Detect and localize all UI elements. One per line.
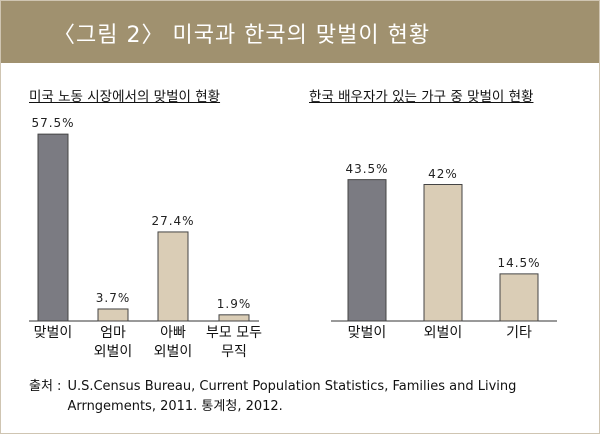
x-tick-label: 부모 모두 무직 xyxy=(206,325,262,360)
bar xyxy=(423,184,463,322)
value-label: 57.5% xyxy=(31,116,75,131)
value-label: 43.5% xyxy=(345,161,389,176)
bar xyxy=(37,133,69,322)
x-tick-label: 엄마 외벌이 xyxy=(93,325,133,360)
bar xyxy=(97,308,129,322)
source: 출처 : U.S.Census Bureau, Current Populati… xyxy=(29,377,537,417)
figure-title: 〈그림 2〉 미국과 한국의 맞벌이 현황 xyxy=(53,23,431,48)
value-label: 1.9% xyxy=(216,296,252,311)
x-tick-label: 맞벌이 xyxy=(347,325,387,341)
value-label: 14.5% xyxy=(497,255,541,270)
x-tick-label: 아빠 외벌이 xyxy=(153,325,193,360)
value-label: 42% xyxy=(428,166,458,181)
value-label: 3.7% xyxy=(95,290,131,305)
bar xyxy=(218,314,250,322)
x-tick-label: 외벌이 xyxy=(423,325,463,341)
x-tick-label: 기타 xyxy=(506,325,532,341)
value-label: 27.4% xyxy=(151,213,195,228)
source-label: 출처 : xyxy=(29,379,62,394)
x-tick-label: 맞벌이 xyxy=(33,325,73,341)
chart-title: 미국 노동 시장에서의 맞벌이 현황 xyxy=(29,89,221,105)
bar xyxy=(347,179,387,322)
header-band xyxy=(1,1,599,63)
source-text: U.S.Census Bureau, Current Population St… xyxy=(67,379,517,414)
chart-title: 한국 배우자가 있는 가구 중 맞벌이 현황 xyxy=(309,89,534,105)
bar xyxy=(499,273,539,322)
bar xyxy=(157,231,189,322)
